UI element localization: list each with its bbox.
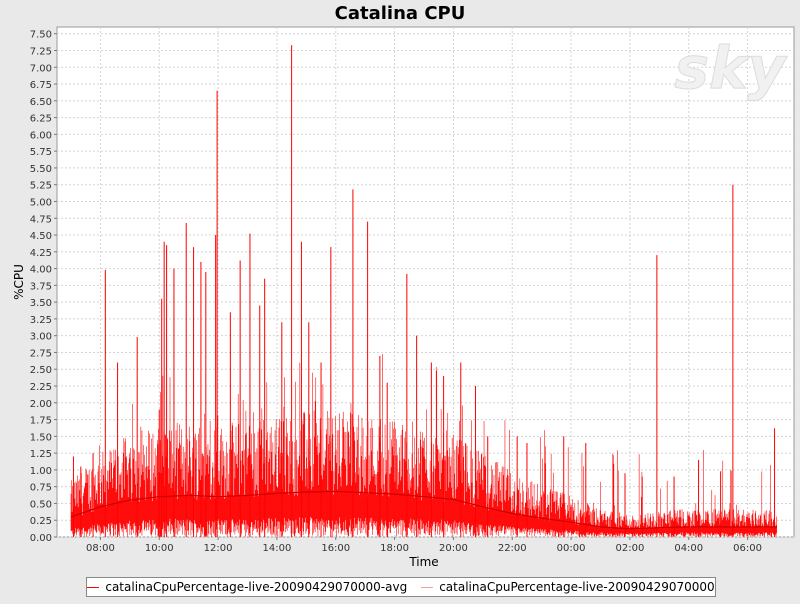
y-tick-label: 2.50 (30, 365, 52, 376)
legend-swatch-avg (87, 586, 100, 588)
y-tick-label: 5.00 (30, 197, 52, 208)
x-tick-label: 22:00 (498, 543, 527, 554)
axis-layer: 0.00 0.25 0.50 0.75 1.00 1.25 1.50 1.75 2.00 2.25… (30, 30, 762, 554)
y-tick-label: 3.25 (30, 315, 52, 326)
x-tick-label: 00:00 (557, 543, 586, 554)
y-tick-label: 1.00 (30, 466, 52, 477)
y-tick-label: 0.75 (30, 483, 52, 494)
x-axis-label: Time (408, 555, 438, 569)
series-layer (70, 45, 777, 537)
y-tick-label: 6.25 (30, 114, 52, 125)
y-tick-label: 5.25 (30, 181, 52, 192)
y-tick-label: 1.25 (30, 449, 52, 460)
y-tick-label: 7.50 (30, 30, 52, 41)
y-tick-label: 1.75 (30, 416, 52, 427)
y-tick-label: 7.25 (30, 46, 52, 57)
y-tick-label: 3.00 (30, 332, 52, 343)
avg-series-line (70, 490, 777, 530)
y-tick-label: 2.75 (30, 348, 52, 359)
y-tick-label: 6.50 (30, 97, 52, 108)
x-tick-label: 06:00 (733, 543, 762, 554)
y-tick-label: 0.25 (30, 516, 52, 527)
watermark-logo: sky (675, 34, 788, 102)
y-tick-label: 4.00 (30, 265, 52, 276)
y-tick-label: 4.75 (30, 214, 52, 225)
y-tick-label: 3.50 (30, 298, 52, 309)
y-tick-label: 0.00 (30, 533, 52, 544)
y-tick-label: 2.25 (30, 382, 52, 393)
y-tick-label: 3.75 (30, 281, 52, 292)
legend: catalinaCpuPercentage-live-2009042907000… (86, 577, 716, 597)
legend-item-raw: catalinaCpuPercentage-live-2009042907000… (421, 580, 715, 594)
x-tick-label: 10:00 (145, 543, 174, 554)
legend-label-avg: catalinaCpuPercentage-live-2009042907000… (105, 580, 408, 594)
x-tick-label: 14:00 (263, 543, 292, 554)
x-tick-label: 08:00 (86, 543, 115, 554)
x-tick-label: 20:00 (439, 543, 468, 554)
y-tick-label: 5.75 (30, 147, 52, 158)
chart-title: Catalina CPU (335, 3, 466, 24)
y-tick-label: 7.00 (30, 63, 52, 74)
y-tick-label: 2.00 (30, 399, 52, 410)
y-tick-label: 0.50 (30, 499, 52, 510)
y-axis-label: %CPU (12, 264, 26, 300)
y-tick-label: 1.50 (30, 432, 52, 443)
x-tick-label: 12:00 (204, 543, 233, 554)
y-tick-label: 5.50 (30, 164, 52, 175)
y-tick-label: 6.00 (30, 130, 52, 141)
x-tick-label: 04:00 (674, 543, 703, 554)
legend-swatch-raw (421, 586, 434, 588)
x-tick-label: 02:00 (616, 543, 645, 554)
legend-item-avg: catalinaCpuPercentage-live-2009042907000… (87, 580, 407, 594)
y-tick-label: 6.75 (30, 80, 52, 91)
legend-label-raw: catalinaCpuPercentage-live-2009042907000… (439, 580, 715, 594)
y-tick-label: 4.50 (30, 231, 52, 242)
x-tick-label: 18:00 (380, 543, 409, 554)
y-tick-label: 4.25 (30, 248, 52, 259)
x-tick-label: 16:00 (321, 543, 350, 554)
